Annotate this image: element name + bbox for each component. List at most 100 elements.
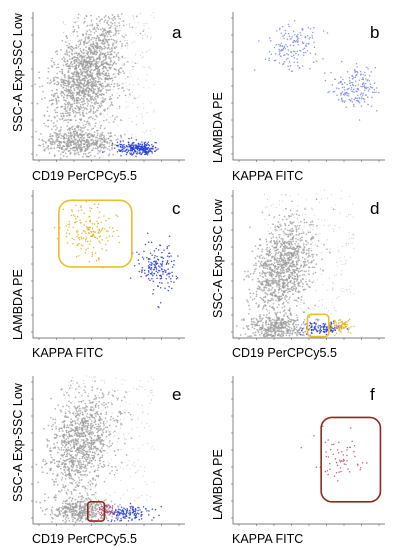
data-point-d (298, 267, 301, 270)
data-point-b (351, 77, 354, 80)
data-point-a (56, 127, 58, 129)
data-point-d (342, 287, 344, 289)
data-point-a (117, 15, 119, 18)
data-point-a (72, 31, 75, 33)
data-point-c (151, 271, 153, 273)
data-point-d (292, 263, 295, 266)
data-point-a (113, 22, 116, 24)
data-point-d (268, 305, 271, 308)
data-point-c (137, 259, 140, 261)
data-point-a (76, 102, 79, 104)
data-point-c (159, 274, 162, 276)
data-point-a (93, 44, 96, 47)
data-point-d (274, 224, 277, 226)
data-point-a (83, 70, 86, 73)
data-point-a (73, 70, 76, 73)
data-point-d (269, 241, 271, 243)
data-point-d (297, 260, 300, 262)
data-point-b (353, 76, 355, 79)
data-point-d (265, 333, 267, 335)
data-point-b (287, 54, 290, 56)
data-point-a (105, 39, 108, 41)
data-point-a (88, 144, 91, 147)
data-point-d (297, 271, 300, 273)
data-point-a (36, 102, 39, 105)
data-point-c (85, 225, 88, 228)
data-point-a (134, 147, 136, 150)
data-point-a (71, 63, 74, 66)
data-point-a (76, 124, 79, 127)
data-point-d (312, 272, 315, 275)
data-point-d (271, 273, 273, 276)
data-point-a (65, 64, 67, 66)
data-point-a (54, 116, 56, 119)
data-point-a (87, 136, 89, 139)
data-point-d (302, 266, 305, 268)
data-point-d (277, 221, 280, 223)
data-point-c (166, 274, 168, 276)
data-point-d (281, 258, 284, 261)
data-point-d (333, 228, 335, 230)
data-point-a (97, 71, 100, 73)
data-point-d (335, 274, 337, 276)
data-point-b (289, 38, 292, 40)
data-point-d (349, 195, 351, 197)
data-point-b (357, 94, 359, 96)
data-point-d (256, 288, 259, 290)
data-point-c (164, 287, 166, 289)
data-point-d (266, 271, 269, 274)
data-point-b (315, 60, 318, 62)
data-point-d (255, 295, 258, 298)
data-point-a (94, 125, 96, 127)
data-point-d (323, 307, 325, 309)
data-point-d (289, 240, 292, 243)
data-point-d (268, 246, 271, 249)
data-point-d (295, 326, 298, 328)
data-point-a (79, 129, 82, 132)
data-point-d (300, 323, 303, 326)
data-point-d (286, 330, 288, 332)
data-point-a (94, 111, 97, 113)
data-point-d (272, 263, 275, 266)
data-point-c (162, 270, 165, 273)
data-point-b (375, 91, 377, 94)
data-point-d (283, 269, 285, 272)
data-point-a (69, 127, 72, 130)
data-point-b (361, 96, 363, 98)
data-point-a (100, 89, 103, 91)
data-point-a (64, 82, 67, 85)
data-point-d (346, 242, 348, 244)
data-point-b (293, 39, 295, 42)
data-point-d (289, 209, 292, 212)
data-point-b (353, 91, 355, 93)
data-point-d (293, 214, 295, 216)
data-point-a (82, 145, 85, 148)
data-point-a (137, 78, 139, 80)
data-point-a (98, 83, 101, 85)
data-point-a (61, 148, 64, 151)
data-point-a (62, 32, 65, 34)
data-point-a (84, 147, 87, 150)
data-point-a (80, 128, 82, 131)
data-point-d (276, 242, 278, 245)
data-point-d (293, 299, 296, 302)
data-point-a (99, 149, 102, 152)
data-point-d (266, 206, 268, 208)
data-point-d (276, 268, 279, 270)
data-point-b (281, 49, 283, 52)
data-point-a (137, 22, 139, 24)
data-point-a (67, 143, 70, 146)
data-point-a (105, 85, 108, 87)
data-point-a (74, 17, 76, 20)
data-point-a (47, 148, 50, 150)
data-point-d (308, 316, 311, 318)
data-point-b (313, 26, 315, 29)
data-point-a (85, 29, 87, 31)
data-point-d (282, 293, 285, 296)
data-point-a (40, 133, 42, 135)
data-point-a (62, 80, 65, 83)
data-point-d (304, 213, 306, 215)
data-point-d (245, 325, 248, 327)
data-point-d (281, 335, 283, 338)
data-point-a (143, 25, 145, 27)
